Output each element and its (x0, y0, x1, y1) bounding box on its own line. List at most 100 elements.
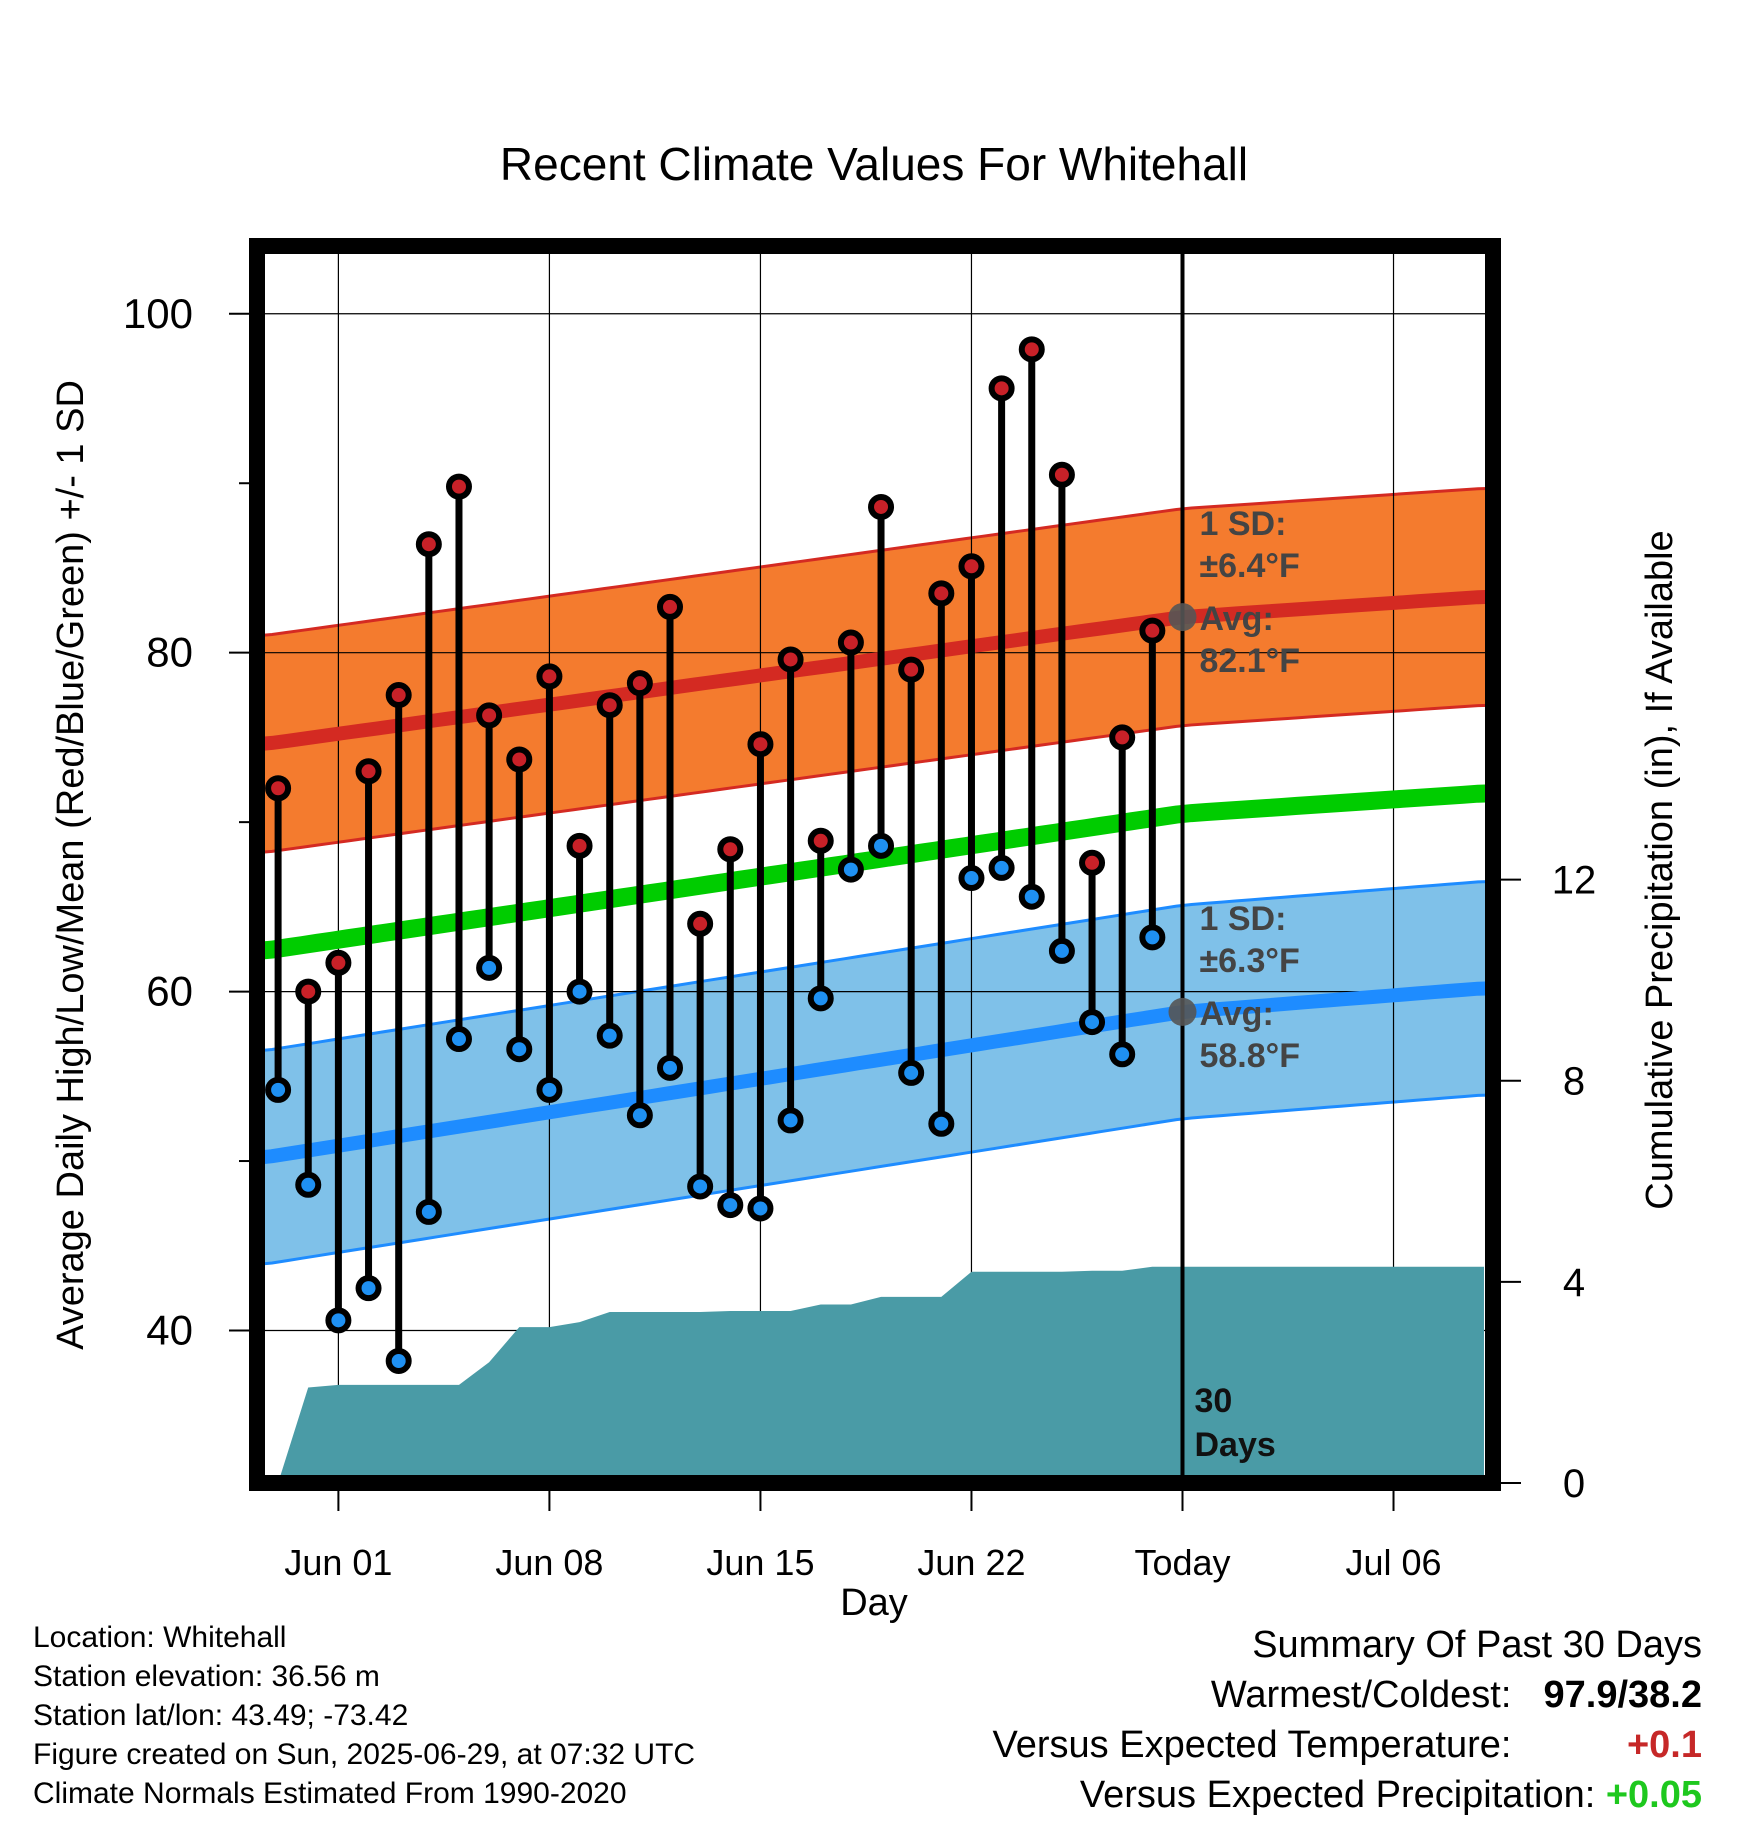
daily-high-point (1109, 724, 1136, 751)
high-annotation-line-2: ±6.4°F (1199, 547, 1299, 585)
high-band-lower-edge (257, 703, 1493, 855)
high-annotation-line-1: 1 SD: (1199, 505, 1286, 543)
daily-low-point (1079, 1009, 1106, 1036)
daily-low-point (265, 1076, 292, 1103)
daily-high-point (355, 758, 382, 785)
summary-temp: Versus Expected Temperature: +0.1 (993, 1720, 1702, 1770)
y-left-tick-label: 40 (146, 1306, 193, 1353)
normal-low-line (257, 981, 1493, 1165)
y-left-tick-label: 80 (146, 629, 193, 676)
high-band-upper-edge (257, 486, 1493, 638)
daily-low-point (868, 832, 895, 859)
daily-low-point (717, 1192, 744, 1219)
daily-high-point (385, 682, 412, 709)
figure-created: Figure created on Sun, 2025-06-29, at 07… (33, 1738, 696, 1771)
y-axis-label-right: Cumulative Precipitation (in), If Availa… (1639, 530, 1681, 1209)
x-axis-label: Day (840, 1582, 908, 1624)
daily-low-point (355, 1275, 382, 1302)
high-annotation-line-3: Avg: (1199, 600, 1273, 638)
y-right-tick-label: 0 (1563, 1462, 1585, 1506)
daily-high-point (1139, 617, 1166, 644)
y-left-tick-label: 100 (123, 290, 193, 337)
daily-high-point (415, 531, 442, 558)
daily-low-point (295, 1171, 322, 1198)
daily-high-point (868, 493, 895, 520)
daily-low-point (1018, 883, 1045, 910)
x-tick-label: Jun 08 (495, 1542, 603, 1583)
daily-low-point (657, 1054, 684, 1081)
daily-low-point (898, 1059, 925, 1086)
today-days-label: Days (1194, 1426, 1275, 1464)
daily-low-point (325, 1307, 352, 1334)
daily-low-point (626, 1102, 653, 1129)
station-elevation: Station elevation: 36.56 m (33, 1660, 380, 1693)
station-latlon: Station lat/lon: 43.49; -73.42 (33, 1699, 409, 1732)
chart-title: Recent Climate Values For Whitehall (500, 138, 1248, 190)
daily-low-point (506, 1036, 533, 1063)
summary-temp-value: +0.1 (1626, 1724, 1702, 1766)
daily-high-point (777, 646, 804, 673)
x-tick-label: Today (1134, 1542, 1230, 1583)
today-normal-high-dot (1168, 603, 1197, 632)
daily-high-point (566, 832, 593, 859)
today-days-number: 30 (1194, 1382, 1232, 1420)
daily-high-point (295, 978, 322, 1005)
plot-frame (249, 238, 1501, 1491)
daily-low-point (687, 1173, 714, 1200)
daily-low-point (1109, 1041, 1136, 1068)
daily-low-point (445, 1026, 472, 1053)
daily-low-point (928, 1110, 955, 1137)
today-normal-low-dot (1168, 997, 1197, 1026)
y-right-tick-label: 12 (1552, 859, 1597, 903)
daily-low-point (1139, 924, 1166, 951)
daily-high-point (898, 656, 925, 683)
normal-mean-line (257, 784, 1493, 960)
y-right-tick-label: 8 (1563, 1060, 1585, 1104)
daily-low-point (385, 1347, 412, 1374)
normal-high-line (257, 589, 1493, 752)
x-tick-label: Jun 01 (284, 1542, 392, 1583)
daily-high-point (325, 949, 352, 976)
daily-low-point (777, 1107, 804, 1134)
daily-high-point (988, 375, 1015, 402)
low-band-lower-edge (257, 1093, 1493, 1266)
daily-high-point (687, 910, 714, 937)
low-annotation-line-3: Avg: (1199, 995, 1273, 1033)
summary-panel: Summary Of Past 30 Days Warmest/Coldest:… (993, 1620, 1702, 1820)
daily-high-point (657, 593, 684, 620)
daily-high-point (265, 775, 292, 802)
daily-low-point (958, 865, 985, 892)
summary-precip: Versus Expected Precipitation: +0.05 (993, 1770, 1702, 1820)
station-location: Location: Whitehall (33, 1621, 287, 1654)
daily-high-point (928, 580, 955, 607)
x-tick-label: Jun 15 (706, 1542, 814, 1583)
daily-low-point (536, 1076, 563, 1103)
summary-title: Summary Of Past 30 Days (1252, 1624, 1702, 1666)
daily-low-point (988, 854, 1015, 881)
daily-high-point (837, 629, 864, 656)
daily-high-point (1079, 849, 1106, 876)
daily-high-point (717, 836, 744, 863)
daily-high-point (1048, 461, 1075, 488)
station-info: Location: Whitehall Station elevation: 3… (33, 1618, 695, 1813)
cumulative-precip-area (278, 1266, 1493, 1483)
daily-high-point (476, 702, 503, 729)
climate-normals-note: Climate Normals Estimated From 1990-2020 (33, 1777, 627, 1810)
daily-low-point (837, 856, 864, 883)
x-tick-label: Jun 22 (917, 1542, 1025, 1583)
daily-high-point (626, 670, 653, 697)
daily-low-point (807, 985, 834, 1012)
daily-high-point (506, 746, 533, 773)
daily-high-point (807, 827, 834, 854)
daily-low-point (415, 1198, 442, 1225)
y-left-tick-label: 60 (146, 968, 193, 1015)
daily-high-point (958, 553, 985, 580)
daily-low-point (747, 1195, 774, 1222)
daily-high-point (596, 692, 623, 719)
daily-low-point (566, 978, 593, 1005)
daily-low-point (1048, 937, 1075, 964)
daily-high-point (536, 663, 563, 690)
summary-precip-label: Versus Expected Precipitation: (1079, 1774, 1596, 1816)
summary-warm-cold-label: Warmest/Coldest: (1210, 1674, 1512, 1716)
